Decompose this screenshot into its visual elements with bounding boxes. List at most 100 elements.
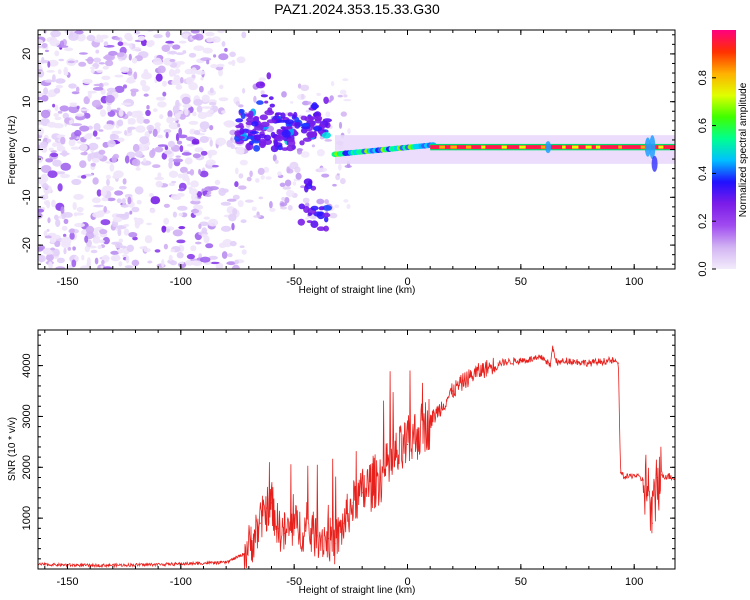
noise-blob (236, 56, 246, 64)
trace-dash (501, 145, 507, 149)
colorbar-tick-label: 0.6 (697, 118, 709, 133)
spectrogram-ytick-label: 10 (21, 96, 33, 108)
noise-blob (60, 162, 71, 171)
snr-point (352, 502, 354, 504)
noise-blob (163, 150, 173, 155)
noise-blob (68, 32, 79, 41)
noise-blob (241, 249, 247, 255)
signal-blob (323, 96, 329, 105)
noise-blob (157, 144, 168, 147)
snr-point (418, 431, 420, 433)
colorbar-tick-label: 0.2 (697, 214, 709, 229)
noise-blob (149, 149, 155, 159)
noise-blob (198, 168, 202, 175)
snr-point (617, 362, 619, 364)
noise-blob (141, 39, 147, 47)
noise-blob (324, 199, 329, 205)
snr-ylabel: SNR (10 * v/v) (7, 417, 18, 481)
signal-blob (235, 124, 241, 129)
noise-blob (279, 182, 286, 187)
noise-blob (103, 123, 114, 130)
noise-blob (192, 153, 201, 159)
signal-blob (318, 206, 325, 211)
noise-blob (190, 245, 197, 252)
spectrogram-content (38, 30, 675, 269)
noise-blob (85, 225, 95, 234)
noise-blob (221, 41, 226, 47)
noise-blob (210, 64, 218, 69)
noise-blob (290, 101, 294, 104)
signal-blob (307, 212, 312, 216)
noise-blob (57, 45, 69, 48)
noise-blob (135, 125, 146, 133)
noise-blob (74, 30, 84, 35)
noise-blob (184, 108, 189, 116)
noise-blob (188, 120, 199, 125)
noise-blob (46, 200, 51, 209)
noise-blob (75, 59, 79, 63)
noise-blob (329, 212, 338, 219)
noise-blob (191, 138, 200, 145)
spectrogram-xtick-label: -50 (286, 276, 302, 288)
noise-blob (86, 56, 94, 65)
noise-blob (96, 69, 103, 73)
noise-blob (194, 147, 204, 153)
noise-blob (45, 49, 49, 53)
snr-point (656, 476, 658, 479)
snr-point (225, 561, 227, 564)
snr-point (361, 492, 363, 494)
snr-point (304, 530, 307, 532)
noise-blob (92, 177, 99, 185)
noise-blob (179, 166, 188, 174)
noise-blob (129, 43, 133, 49)
noise-blob (118, 109, 124, 117)
noise-blob (178, 212, 184, 217)
noise-blob (184, 157, 193, 165)
snr-xtick-label: 0 (404, 576, 410, 588)
noise-blob (214, 179, 221, 185)
noise-blob (98, 149, 106, 155)
signal-blob (275, 112, 283, 116)
snr-point (556, 362, 558, 364)
noise-blob (237, 200, 244, 208)
noise-blob (90, 249, 98, 254)
noise-blob (146, 124, 155, 131)
noise-blob (175, 133, 180, 142)
noise-blob (329, 95, 334, 101)
noise-blob (178, 261, 185, 265)
trace-dash (572, 145, 579, 149)
noise-blob (306, 101, 312, 105)
noise-blob (51, 199, 56, 208)
noise-blob (165, 40, 175, 44)
signal-blob (256, 100, 264, 105)
noise-blob (115, 213, 127, 218)
noise-blob (56, 143, 63, 151)
noise-blob (54, 214, 59, 221)
noise-blob (68, 138, 76, 147)
noise-blob (232, 208, 238, 216)
noise-blob (143, 158, 147, 163)
noise-blob (102, 65, 109, 70)
signal-blob (310, 121, 315, 129)
signal-blob (297, 218, 305, 226)
noise-blob (161, 259, 165, 268)
noise-blob (106, 178, 110, 186)
noise-blob (126, 111, 133, 117)
noise-blob (118, 238, 124, 243)
noise-blob (79, 125, 90, 132)
noise-blob (340, 178, 346, 185)
noise-blob (105, 94, 115, 104)
signal-blob (303, 178, 313, 186)
spectrogram-ytick-label: 0 (21, 146, 33, 152)
noise-blob (55, 84, 64, 89)
noise-blob (127, 196, 132, 205)
noise-blob (199, 221, 209, 227)
noise-blob (208, 255, 218, 260)
noise-blob (168, 254, 173, 262)
noise-blob (152, 108, 158, 113)
noise-blob (206, 59, 210, 65)
signal-blob (238, 109, 245, 114)
noise-blob (201, 94, 210, 103)
noise-blob (38, 96, 42, 101)
